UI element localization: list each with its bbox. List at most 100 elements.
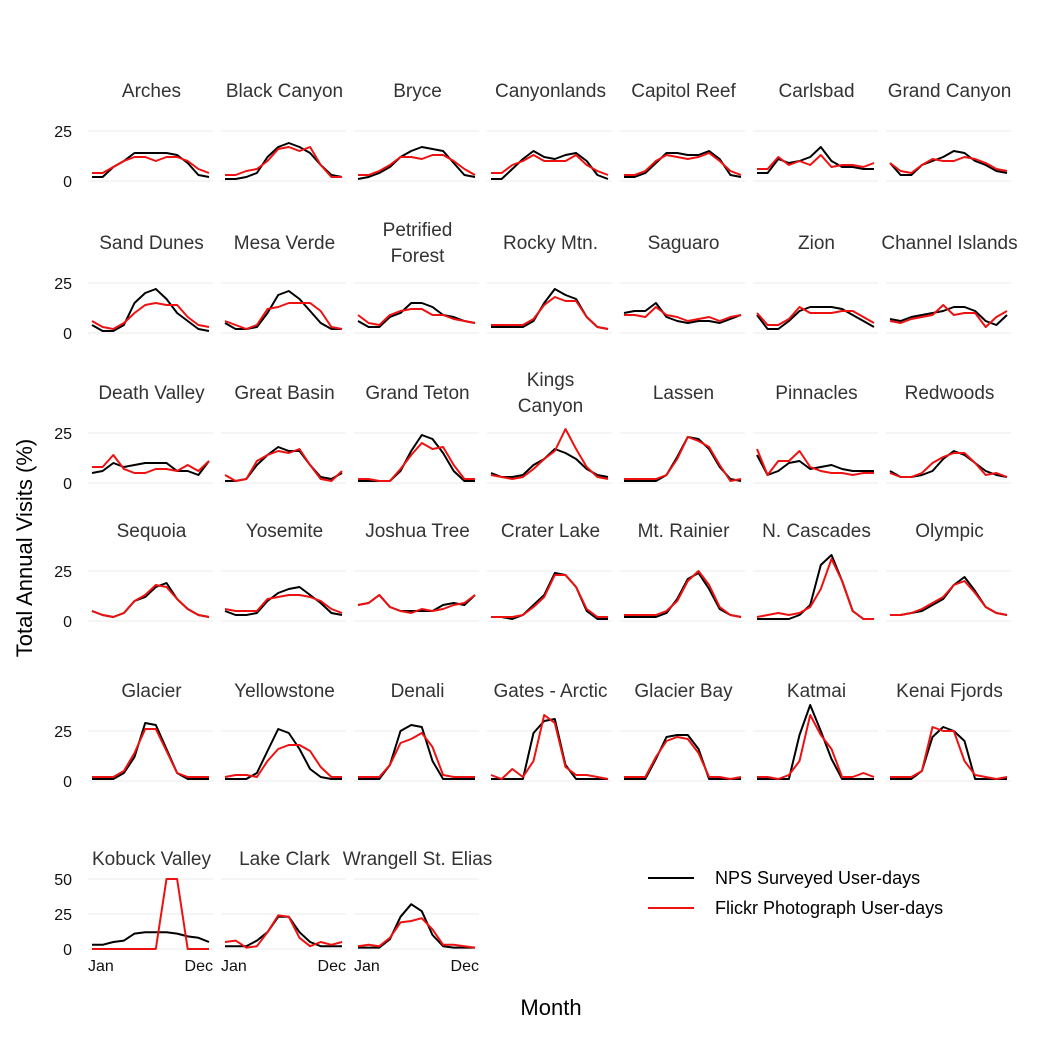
series-line-flickr-glacier-bay [624, 736, 742, 780]
panel-mt-rainier: Mt. Rainier [620, 521, 745, 622]
panel-zion: Zion [753, 233, 878, 334]
series-line-flickr-sequoia [91, 584, 210, 618]
series-line-nps-denali [358, 724, 475, 780]
series-line-nps-kings-canyon [490, 448, 609, 478]
series-line-flickr-pinnacles [756, 448, 874, 476]
series-line-nps-rocky-mtn [491, 288, 609, 330]
panel-title-arches: Arches [122, 81, 181, 102]
x-tick-label: Dec [185, 958, 213, 975]
series-line-flickr-lassen [624, 436, 742, 482]
series-line-nps-bryce [357, 146, 476, 180]
panel-title-redwoods: Redwoods [905, 383, 995, 404]
series-line-nps-petrified-forest [357, 302, 476, 328]
series-line-flickr-saguaro [624, 306, 742, 322]
series-line-flickr-yosemite [224, 594, 343, 614]
panel-rocky-mtn: Rocky Mtn. [487, 233, 612, 334]
series-line-nps-carlsbad [757, 146, 874, 174]
panel-lassen: Lassen [620, 383, 745, 484]
series-line-flickr-great-basin [224, 448, 343, 482]
panel-title-kings-canyon: Kings [527, 370, 575, 391]
panel-title-carlsbad: Carlsbad [778, 81, 854, 102]
series-line-nps-yosemite [224, 586, 343, 616]
y-tick-label: 25 [54, 564, 72, 581]
y-tick-label: 0 [63, 614, 72, 631]
panel-title-glacier-bay: Glacier Bay [634, 681, 733, 702]
panel-glacier-bay: Glacier Bay [620, 681, 745, 782]
series-line-flickr-black-canyon [225, 146, 342, 178]
panel-title-katmai: Katmai [787, 681, 846, 702]
y-tick-label: 25 [54, 124, 72, 141]
panel-olympic: Olympic [886, 521, 1011, 622]
series-line-flickr-petrified-forest [357, 308, 476, 326]
panel-grand-teton: Grand Teton [354, 383, 479, 484]
panel-kenai-fjords: Kenai Fjords [886, 681, 1011, 782]
panel-saguaro: Saguaro [620, 233, 745, 334]
panel-glacier: Glacier 0 25 [54, 681, 213, 791]
series-line-flickr-wrangell-st-elias [357, 917, 476, 949]
panel-title-death-valley: Death Valley [98, 383, 205, 404]
panel-grand-canyon: Grand Canyon [886, 81, 1011, 182]
x-axis-title: Month [520, 995, 581, 1020]
panel-kings-canyon: Kings Canyon [487, 370, 612, 484]
y-tick-label: 0 [63, 774, 72, 791]
chart-panels: Arches 0 25 Black Canyon Bryce Canyonlands Cap… [54, 81, 1017, 975]
y-tick-label: 0 [63, 174, 72, 191]
series-line-flickr-yellowstone [224, 744, 342, 778]
series-line-nps-glacier-bay [624, 734, 741, 780]
series-line-flickr-carlsbad [757, 154, 875, 170]
panel-gates-arctic: Gates - Arctic [487, 681, 612, 782]
panel-capitol-reef: Capitol Reef [620, 81, 745, 182]
y-tick-label: 0 [63, 476, 72, 493]
series-line-nps-mesa-verde [224, 290, 342, 330]
series-line-nps-n-cascades [757, 554, 874, 620]
panel-katmai: Katmai [753, 681, 878, 782]
panel-carlsbad: Carlsbad [753, 81, 878, 182]
series-line-nps-grand-teton [358, 434, 475, 482]
series-line-flickr-sand-dunes [91, 302, 210, 330]
panel-wrangell-st-elias: Wrangell St. Elias Jan Dec [343, 849, 493, 975]
series-line-nps-kobuck-valley [92, 931, 210, 946]
x-tick-label: Jan [354, 958, 380, 975]
panel-great-basin: Great Basin [221, 383, 346, 484]
series-line-nps-kenai-fjords [890, 726, 1007, 780]
panel-title-mesa-verde: Mesa Verde [234, 233, 335, 254]
panel-bryce: Bryce [354, 81, 479, 182]
panel-title-kenai-fjords: Kenai Fjords [896, 681, 1003, 702]
x-tick-label: Jan [88, 958, 114, 975]
panel-title-crater-lake: Crater Lake [501, 521, 600, 542]
legend-label-nps: NPS Surveyed User-days [715, 868, 920, 888]
series-line-flickr-kobuck-valley [92, 878, 209, 950]
panel-n-cascades: N. Cascades [753, 521, 878, 622]
series-line-nps-lassen [624, 436, 742, 482]
panel-mesa-verde: Mesa Verde [221, 233, 346, 334]
y-tick-label: 25 [54, 426, 72, 443]
series-line-flickr-channel-islands [889, 304, 1008, 328]
panel-kobuck-valley: Kobuck Valley 0 25 50 Jan Dec [54, 849, 213, 975]
panel-title-lake-clark: Lake Clark [239, 849, 330, 870]
series-line-nps-lake-clark [225, 915, 342, 948]
series-line-flickr-arches [92, 156, 210, 174]
panel-title-sand-dunes: Sand Dunes [99, 233, 204, 254]
panel-title-glacier: Glacier [121, 681, 182, 702]
y-tick-label: 25 [54, 276, 72, 293]
panel-title-pinnacles: Pinnacles [775, 383, 857, 404]
panel-title-kobuck-valley: Kobuck Valley [92, 849, 211, 870]
y-tick-label: 50 [54, 872, 72, 889]
panel-title-channel-islands: Channel Islands [881, 233, 1017, 254]
panel-title-denali: Denali [391, 681, 445, 702]
series-line-flickr-capitol-reef [624, 152, 742, 176]
series-line-flickr-bryce [358, 154, 476, 176]
legend: NPS Surveyed User-days Flickr Photograph… [648, 868, 943, 918]
series-line-nps-grand-canyon [889, 150, 1008, 176]
series-line-flickr-glacier [92, 728, 209, 778]
panel-lake-clark: Lake Clark Jan Dec [221, 849, 346, 975]
panel-yosemite: Yosemite [221, 521, 346, 622]
panel-title-sequoia: Sequoia [117, 521, 187, 542]
x-tick-label: Dec [451, 958, 479, 975]
series-line-flickr-death-valley [92, 454, 210, 474]
panel-title-petrified-forest-line2: Forest [391, 246, 446, 267]
panel-title-joshua-tree: Joshua Tree [365, 521, 470, 542]
panel-channel-islands: Channel Islands [881, 233, 1018, 334]
series-line-flickr-redwoods [889, 452, 1008, 478]
